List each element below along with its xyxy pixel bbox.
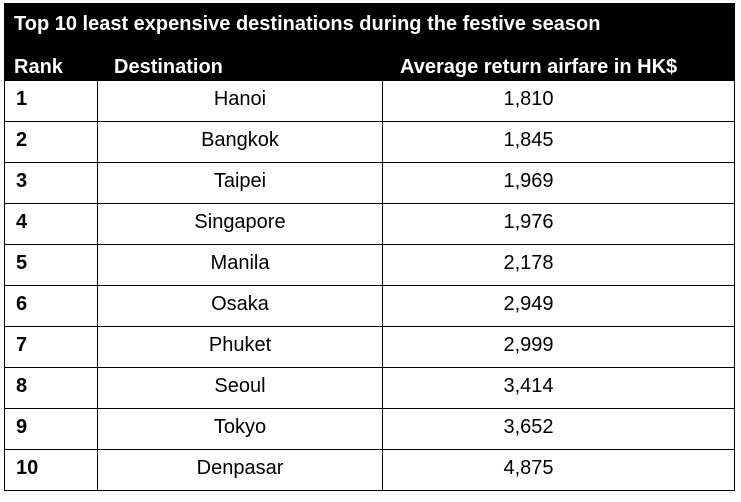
airfare-cell-text: 2,999 xyxy=(503,334,554,356)
rank-cell-text: 6 xyxy=(16,293,28,315)
rank-cell: 7 xyxy=(4,326,98,368)
destination-cell-text: Denpasar xyxy=(196,457,284,479)
rank-cell: 10 xyxy=(4,449,98,491)
airfare-cell-text: 3,414 xyxy=(503,375,554,397)
rank-cell: 8 xyxy=(4,367,98,409)
airfare-cell: 1,969 xyxy=(382,162,735,204)
destination-cell: Manila xyxy=(97,244,383,286)
table-row: 8 Seoul 3,414 xyxy=(4,367,735,409)
rank-cell-text: 2 xyxy=(16,129,28,151)
column-header-airfare: Average return airfare in HK$ xyxy=(400,56,678,78)
destination-cell: Singapore xyxy=(97,203,383,245)
rank-cell: 9 xyxy=(4,408,98,450)
destination-cell: Seoul xyxy=(97,367,383,409)
airfare-cell: 1,810 xyxy=(382,80,735,122)
destination-cell-text: Hanoi xyxy=(213,88,267,110)
table-row: 10 Denpasar 4,875 xyxy=(4,449,735,491)
table-title: Top 10 least expensive destinations duri… xyxy=(14,13,601,35)
destination-cell: Denpasar xyxy=(97,449,383,491)
destination-cell-text: Taipei xyxy=(213,170,267,192)
table-row: 6 Osaka 2,949 xyxy=(4,285,735,327)
table-row: 9 Tokyo 3,652 xyxy=(4,408,735,450)
airfare-cell-text: 1,845 xyxy=(503,129,554,151)
rank-cell-text: 10 xyxy=(16,457,39,479)
table-row: 4 Singapore 1,976 xyxy=(4,203,735,245)
rank-cell-text: 5 xyxy=(16,252,28,274)
destination-cell: Taipei xyxy=(97,162,383,204)
destination-cell: Hanoi xyxy=(97,80,383,122)
table-row: 1 Hanoi 1,810 xyxy=(4,80,735,122)
airfare-cell: 2,949 xyxy=(382,285,735,327)
airfare-cell-text: 4,875 xyxy=(503,457,554,479)
destination-cell-text: Osaka xyxy=(211,293,269,315)
airfare-cell-text: 1,969 xyxy=(503,170,554,192)
table-row: 2 Bangkok 1,845 xyxy=(4,121,735,163)
rank-cell: 1 xyxy=(4,80,98,122)
destination-cell: Osaka xyxy=(97,285,383,327)
rank-cell: 6 xyxy=(4,285,98,327)
destination-cell-text: Singapore xyxy=(194,211,286,233)
destination-cell-text: Tokyo xyxy=(213,416,267,438)
table-row: 3 Taipei 1,969 xyxy=(4,162,735,204)
destination-cell-text: Manila xyxy=(210,252,270,274)
airfare-cell-text: 3,652 xyxy=(503,416,554,438)
airfare-cell: 3,652 xyxy=(382,408,735,450)
rank-cell-text: 8 xyxy=(16,375,28,397)
airfare-cell: 1,976 xyxy=(382,203,735,245)
airfare-table: Top 10 least expensive destinations duri… xyxy=(4,3,735,491)
destination-cell-text: Bangkok xyxy=(201,129,279,151)
airfare-cell: 3,414 xyxy=(382,367,735,409)
rank-cell-text: 3 xyxy=(16,170,28,192)
table-row: 7 Phuket 2,999 xyxy=(4,326,735,368)
rank-cell-text: 4 xyxy=(16,211,28,233)
rank-cell-text: 9 xyxy=(16,416,28,438)
airfare-cell: 4,875 xyxy=(382,449,735,491)
destination-cell-text: Seoul xyxy=(214,375,266,397)
column-header-rank: Rank xyxy=(14,56,63,78)
destination-cell: Tokyo xyxy=(97,408,383,450)
airfare-cell: 1,845 xyxy=(382,121,735,163)
airfare-cell-text: 1,976 xyxy=(503,211,554,233)
column-header-destination: Destination xyxy=(114,56,223,78)
rank-cell: 4 xyxy=(4,203,98,245)
airfare-cell: 2,999 xyxy=(382,326,735,368)
table-header: Top 10 least expensive destinations duri… xyxy=(4,3,735,80)
destination-cell: Bangkok xyxy=(97,121,383,163)
rank-cell-text: 1 xyxy=(16,88,28,110)
rank-cell: 3 xyxy=(4,162,98,204)
airfare-cell-text: 1,810 xyxy=(503,88,554,110)
airfare-cell: 2,178 xyxy=(382,244,735,286)
table-row: 5 Manila 2,178 xyxy=(4,244,735,286)
destination-cell-text: Phuket xyxy=(208,334,272,356)
destination-cell: Phuket xyxy=(97,326,383,368)
rank-cell: 5 xyxy=(4,244,98,286)
rank-cell: 2 xyxy=(4,121,98,163)
table-body: 1 Hanoi 1,810 2 Bangkok 1,845 3 Taipei 1,969 4 Sin… xyxy=(4,80,735,491)
rank-cell-text: 7 xyxy=(16,334,28,356)
airfare-cell-text: 2,949 xyxy=(503,293,554,315)
airfare-cell-text: 2,178 xyxy=(503,252,554,274)
